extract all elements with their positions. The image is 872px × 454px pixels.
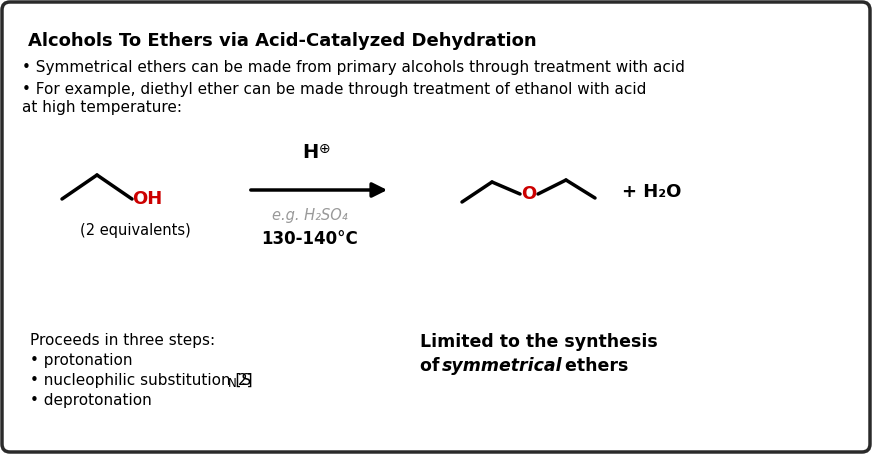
Text: • protonation: • protonation — [30, 353, 133, 368]
Text: • Symmetrical ethers can be made from primary alcohols through treatment with ac: • Symmetrical ethers can be made from pr… — [22, 60, 685, 75]
Text: symmetrical: symmetrical — [442, 357, 562, 375]
Text: • nucleophilic substitution [S: • nucleophilic substitution [S — [30, 373, 251, 388]
Text: O: O — [521, 185, 536, 203]
Text: Alcohols To Ethers via Acid-Catalyzed Dehydration: Alcohols To Ethers via Acid-Catalyzed De… — [28, 32, 536, 50]
Text: N: N — [228, 377, 237, 390]
Text: H: H — [302, 143, 318, 162]
Text: of: of — [420, 357, 446, 375]
Text: Limited to the synthesis: Limited to the synthesis — [420, 333, 657, 351]
Text: ⊕: ⊕ — [319, 142, 330, 156]
Text: 2]: 2] — [238, 373, 254, 388]
Text: OH: OH — [132, 190, 162, 208]
Text: ethers: ethers — [559, 357, 629, 375]
Text: • For example, diethyl ether can be made through treatment of ethanol with acid: • For example, diethyl ether can be made… — [22, 82, 646, 97]
Text: Proceeds in three steps:: Proceeds in three steps: — [30, 333, 215, 348]
Text: 130-140°C: 130-140°C — [262, 230, 358, 248]
Text: + H₂O: + H₂O — [622, 183, 681, 201]
Text: e.g. H₂SO₄: e.g. H₂SO₄ — [272, 208, 348, 223]
Text: at high temperature:: at high temperature: — [22, 100, 182, 115]
Text: (2 equivalents): (2 equivalents) — [80, 223, 191, 238]
Text: • deprotonation: • deprotonation — [30, 393, 152, 408]
